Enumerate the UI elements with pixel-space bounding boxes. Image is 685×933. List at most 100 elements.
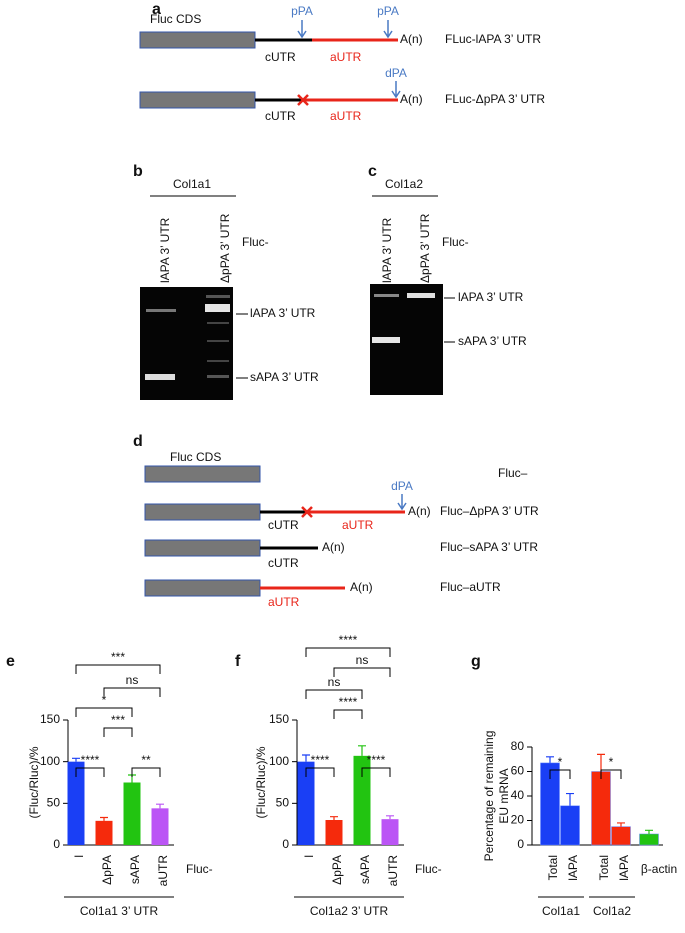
error-bar: [156, 803, 164, 809]
bar: [381, 819, 399, 845]
y-axis-label: (Fluc/Rluc)/%: [254, 746, 268, 818]
y-tick-label: 0: [517, 837, 524, 851]
error-bar: [546, 756, 554, 763]
significance-label: *: [102, 693, 107, 707]
y-tick-label: 0: [53, 837, 60, 851]
tail: A(n): [408, 504, 431, 518]
significance-bracket: [361, 767, 391, 777]
significance-label: ns: [356, 653, 369, 667]
group-label: Col1a2: [593, 904, 631, 918]
autr-label: aUTR: [268, 595, 300, 609]
y-tick-label: 0: [282, 837, 289, 851]
group-label: Col1a1 3’ UTR: [80, 904, 159, 918]
tail: A(n): [350, 580, 373, 594]
cds-box: [144, 503, 261, 521]
significance-bracket: [333, 667, 391, 677]
x-tick-label: Total: [546, 855, 560, 880]
error-bar: [302, 754, 310, 762]
bar: [95, 820, 113, 845]
significance-bracket: [103, 687, 161, 697]
bar: [123, 782, 141, 845]
deletion-mark: [297, 94, 309, 106]
x-tick-label: lAPA: [617, 855, 631, 881]
x-tick-label: lAPA: [566, 855, 580, 881]
bar: [560, 805, 580, 846]
error-bar: [330, 816, 338, 820]
significance-label: ****: [311, 753, 330, 767]
gel-band: [206, 295, 230, 298]
y-tick-label: 150: [40, 712, 60, 726]
bar: [353, 755, 371, 845]
y-axis-label: Percentage of remainingEU mRNA: [482, 731, 511, 862]
trailing-label: Fluc-: [186, 862, 213, 876]
gel-band: [145, 374, 175, 380]
significance-bracket: [333, 709, 363, 719]
autr-label: aUTR: [330, 109, 362, 123]
gel-band: [207, 375, 229, 378]
site-arrow: [397, 494, 407, 511]
lane-label: ΔpPA 3’ UTR: [418, 213, 432, 283]
trailing-label: Fluc-: [415, 862, 442, 876]
y-tick-label: 50: [276, 796, 290, 810]
gel-band: [207, 340, 229, 342]
y-tick-label: 20: [511, 813, 525, 827]
cds-label: Fluc CDS: [150, 12, 201, 26]
y-tick-label: 100: [269, 754, 289, 768]
site-arrow: [297, 20, 393, 39]
panel-label: f: [235, 653, 241, 670]
significance-bracket: [305, 689, 363, 699]
significance-label: **: [141, 753, 151, 767]
cutr-label: cUTR: [265, 109, 296, 123]
x-tick-label: l: [72, 855, 86, 858]
construct-name: FLuc-ΔpPA 3’ UTR: [445, 92, 545, 106]
x-tick-label: aUTR: [386, 855, 400, 887]
band-label: lAPA 3’ UTR: [250, 306, 316, 320]
error-bar: [645, 829, 653, 834]
cds-box: [139, 31, 256, 49]
significance-label: ****: [339, 695, 358, 709]
y-tick-label: 80: [511, 739, 525, 753]
gene-label: Col1a1: [173, 177, 211, 191]
panel-label: b: [133, 163, 143, 180]
panel-label: d: [133, 433, 143, 450]
significance-bracket: [549, 769, 571, 779]
tail: A(n): [400, 32, 423, 46]
bar: [297, 761, 315, 845]
site-label: dPA: [391, 479, 413, 493]
error-bar: [72, 757, 80, 762]
panel-label: g: [471, 653, 481, 670]
lane-label: lAPA 3’ UTR: [380, 217, 394, 283]
gel-band: [205, 304, 230, 312]
tail: A(n): [400, 92, 423, 106]
construct-name: Fluc–: [498, 466, 528, 480]
gel-band: [374, 294, 399, 297]
band-label: sAPA 3’ UTR: [458, 334, 527, 348]
gel-band: [372, 337, 400, 343]
error-bar: [617, 822, 625, 827]
y-axis-label: (Fluc/Rluc)/%: [27, 746, 41, 818]
significance-label: ***: [111, 713, 125, 727]
significance-label: ****: [367, 753, 386, 767]
tail: A(n): [322, 540, 345, 554]
significance-bracket: [75, 767, 105, 777]
y-tick-label: 100: [40, 754, 60, 768]
bar: [325, 820, 343, 845]
construct-name: FLuc-lAPA 3’ UTR: [445, 32, 541, 46]
significance-label: *: [558, 755, 563, 769]
construct-name: Fluc–aUTR: [440, 580, 501, 594]
site-label: pPA: [377, 4, 399, 18]
significance-bracket: [600, 769, 622, 779]
x-tick-label: ΔpPA: [100, 855, 114, 885]
cds-box: [139, 91, 256, 109]
significance-bracket: [305, 767, 335, 777]
bar: [67, 761, 85, 845]
significance-label: ns: [126, 673, 139, 687]
panel-label: e: [6, 653, 15, 670]
site-label: dPA: [385, 66, 407, 80]
deletion-mark: [301, 506, 313, 518]
error-bar: [566, 792, 574, 806]
site-label: pPA: [291, 4, 313, 18]
y-tick-label: 150: [269, 712, 289, 726]
gel-band: [207, 360, 229, 362]
